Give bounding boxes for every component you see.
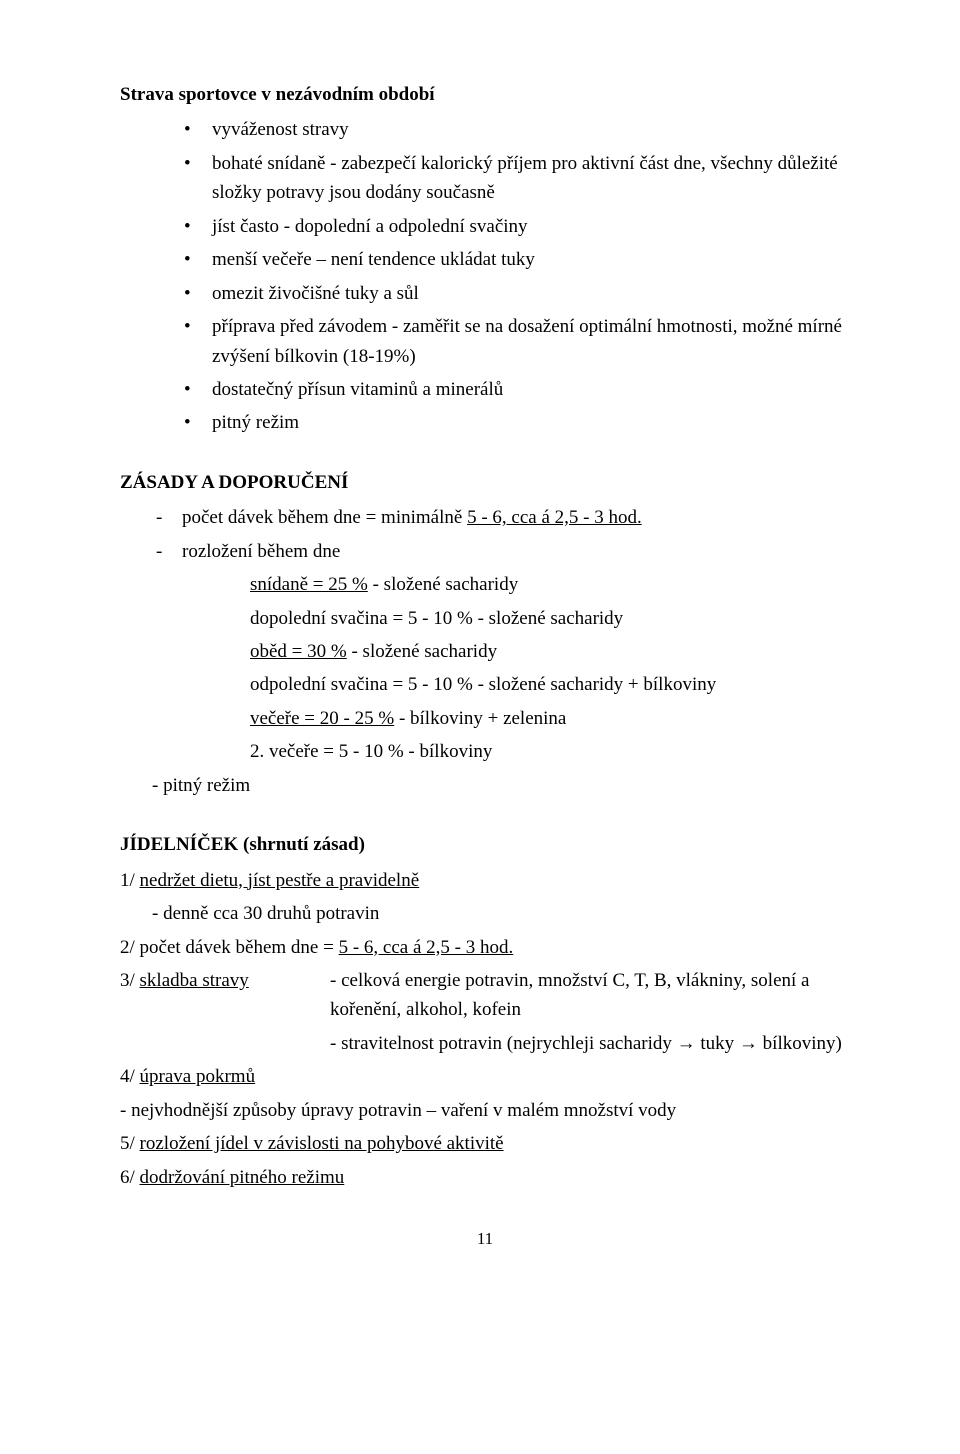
rule-1-sub: - denně cca 30 druhů potravin [152, 899, 850, 928]
meal-rest: - složené sacharidy [368, 574, 518, 595]
bullet-item: bohaté snídaně - zabezpečí kalorický pří… [168, 149, 850, 208]
meal-row: oběd = 30 % - složené sacharidy [250, 637, 850, 666]
rule-2: 2/ počet dávek během dne = 5 - 6, cca á … [120, 933, 850, 962]
rule-1: 1/ nedržet dietu, jíst pestře a pravidel… [120, 866, 850, 895]
rule-prefix: 3/ [120, 970, 140, 991]
rule-underline: 5 - 6, cca á 2,5 - 3 hod. [339, 937, 514, 958]
meal-underline: večeře = 20 - 25 % [250, 708, 394, 729]
meal-row: snídaně = 25 % - složené sacharidy [250, 570, 850, 599]
rule-prefix: 5/ [120, 1133, 140, 1154]
dash-text: počet dávek během dne = minimálně [182, 507, 467, 528]
rule-3b-right: - stravitelnost potravin (nejrychleji sa… [330, 1029, 842, 1058]
rule-3: 3/ skladba stravy - celková energie potr… [120, 966, 850, 1025]
meal-rest: - složené sacharidy [347, 641, 497, 662]
meal-row: večeře = 20 - 25 % - bílkoviny + zelenin… [250, 704, 850, 733]
section-heading-jidel: JÍDELNÍČEK (shrnutí zásad) [120, 830, 850, 859]
document-page: Strava sportovce v nezávodním období vyv… [0, 0, 960, 1302]
rule-3b-left [120, 1029, 330, 1058]
bullets-list: vyváženost stravy bohaté snídaně - zabez… [168, 115, 850, 437]
rule-underline: úprava pokrmů [140, 1066, 256, 1087]
rule-prefix: 1/ [120, 870, 140, 891]
rule-prefix: 6/ [120, 1167, 140, 1188]
meal-row: 2. večeře = 5 - 10 % - bílkoviny [250, 737, 850, 766]
meal-row: odpolední svačina = 5 - 10 % - složené s… [250, 670, 850, 699]
meal-underline: oběd = 30 % [250, 641, 347, 662]
rule-4-sub: - nejvhodnější způsoby úpravy potravin –… [120, 1096, 850, 1125]
section-jidelnicek: JÍDELNÍČEK (shrnutí zásad) 1/ nedržet di… [120, 830, 850, 1192]
page-title: Strava sportovce v nezávodním období [120, 80, 850, 109]
page-number: 11 [120, 1226, 850, 1252]
dash-item: rozložení během dne [146, 537, 850, 566]
rule-underline: skladba stravy [140, 970, 249, 991]
rule-3-left: 3/ skladba stravy [120, 966, 330, 1025]
meal-underline: snídaně = 25 % [250, 574, 368, 595]
rule-underline: nedržet dietu, jíst pestře a pravidelně [140, 870, 420, 891]
rule-4: 4/ úprava pokrmů [120, 1062, 850, 1091]
bullet-item: dostatečný přísun vitaminů a minerálů [168, 375, 850, 404]
section-heading-zasady: ZÁSADY A DOPORUČENÍ [120, 468, 850, 497]
rule-3-right: - celková energie potravin, množství C, … [330, 966, 850, 1025]
rule-prefix: 2/ počet dávek během dne = [120, 937, 339, 958]
bullet-item: omezit živočišné tuky a sůl [168, 279, 850, 308]
rule-6: 6/ dodržování pitného režimu [120, 1163, 850, 1192]
dash-item: počet dávek během dne = minimálně 5 - 6,… [146, 503, 850, 532]
pitny-regime: - pitný režim [152, 771, 850, 800]
dash-list: počet dávek během dne = minimálně 5 - 6,… [146, 503, 850, 566]
meal-rest: - bílkoviny + zelenina [394, 708, 566, 729]
bullet-item: pitný režim [168, 408, 850, 437]
dash-underline: 5 - 6, cca á 2,5 - 3 hod. [467, 507, 642, 528]
bullet-item: příprava před závodem - zaměřit se na do… [168, 312, 850, 371]
meal-breakdown: snídaně = 25 % - složené sacharidy dopol… [250, 570, 850, 767]
meal-row: dopolední svačina = 5 - 10 % - složené s… [250, 604, 850, 633]
bullet-item: vyváženost stravy [168, 115, 850, 144]
rule-prefix: 4/ [120, 1066, 140, 1087]
bullet-item: menší večeře – není tendence ukládat tuk… [168, 245, 850, 274]
rule-5: 5/ rozložení jídel v závislosti na pohyb… [120, 1129, 850, 1158]
bullet-item: jíst často - dopolední a odpolední svači… [168, 212, 850, 241]
rule-underline: rozložení jídel v závislosti na pohybové… [140, 1133, 504, 1154]
rule-underline: dodržování pitného režimu [140, 1167, 345, 1188]
rule-3b: - stravitelnost potravin (nejrychleji sa… [120, 1029, 850, 1058]
